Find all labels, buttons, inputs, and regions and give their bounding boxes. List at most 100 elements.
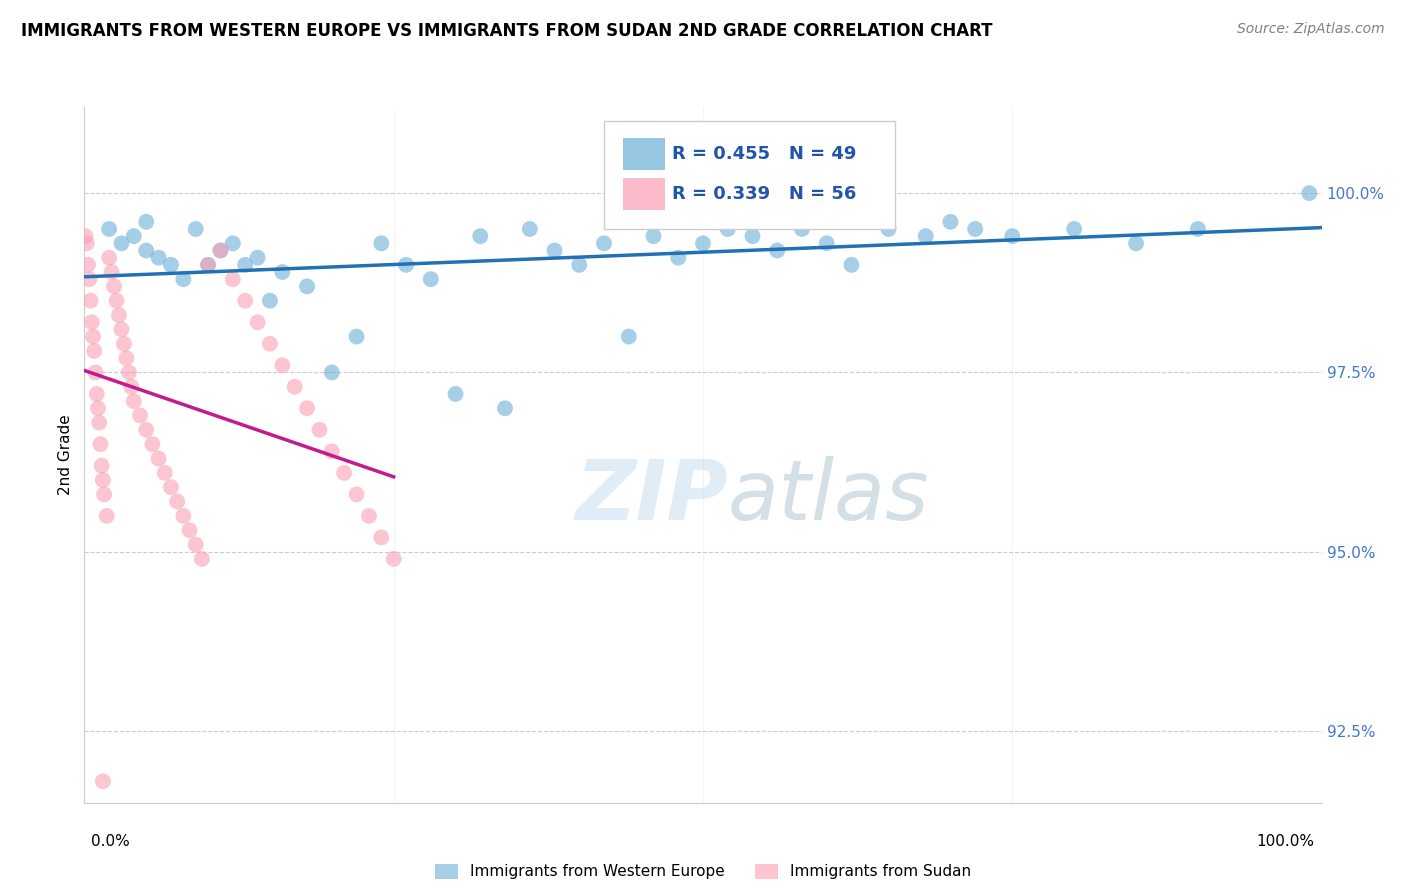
Point — [197, 258, 219, 272]
Point — [543, 244, 565, 258]
Text: atlas: atlas — [728, 456, 929, 537]
Point — [148, 251, 170, 265]
Legend: Immigrants from Western Europe, Immigrants from Sudan: Immigrants from Western Europe, Immigran… — [429, 857, 977, 886]
Point — [295, 401, 318, 416]
Point — [754, 215, 776, 229]
Point — [98, 251, 121, 265]
Point — [82, 329, 104, 343]
Point — [395, 258, 418, 272]
Point — [141, 437, 163, 451]
Point — [112, 336, 135, 351]
Point — [470, 229, 492, 244]
Point — [108, 308, 131, 322]
Point — [91, 774, 114, 789]
Point — [370, 236, 392, 251]
Point — [115, 351, 138, 365]
Point — [295, 279, 318, 293]
Point — [382, 552, 405, 566]
Point — [308, 423, 330, 437]
Point — [91, 473, 114, 487]
Point — [87, 401, 110, 416]
Point — [118, 366, 141, 380]
Point — [77, 258, 100, 272]
Point — [593, 236, 616, 251]
Point — [233, 258, 256, 272]
Text: ZIP: ZIP — [575, 456, 728, 537]
Point — [184, 538, 207, 552]
Point — [96, 508, 118, 523]
Text: IMMIGRANTS FROM WESTERN EUROPE VS IMMIGRANTS FROM SUDAN 2ND GRADE CORRELATION CH: IMMIGRANTS FROM WESTERN EUROPE VS IMMIGR… — [21, 22, 993, 40]
Point — [75, 229, 97, 244]
Point — [357, 508, 380, 523]
Point — [79, 293, 101, 308]
Point — [222, 236, 245, 251]
Point — [1187, 222, 1209, 236]
Point — [76, 236, 98, 251]
Point — [222, 272, 245, 286]
Point — [100, 265, 122, 279]
Point — [166, 494, 188, 508]
Point — [153, 466, 176, 480]
Point — [643, 229, 665, 244]
Point — [1001, 229, 1024, 244]
Point — [246, 251, 269, 265]
Point — [790, 222, 813, 236]
Point — [110, 236, 132, 251]
Point — [172, 508, 194, 523]
Point — [120, 380, 142, 394]
Point — [519, 222, 541, 236]
Point — [444, 387, 467, 401]
FancyBboxPatch shape — [623, 178, 665, 210]
Point — [89, 437, 111, 451]
Point — [209, 244, 232, 258]
Point — [209, 244, 232, 258]
Point — [321, 444, 343, 458]
Point — [617, 329, 640, 343]
Point — [965, 222, 987, 236]
Point — [717, 222, 740, 236]
Point — [148, 451, 170, 466]
Point — [914, 229, 936, 244]
Point — [419, 272, 441, 286]
Text: 0.0%: 0.0% — [91, 834, 131, 849]
Point — [877, 222, 900, 236]
Point — [80, 315, 103, 329]
Text: R = 0.339   N = 56: R = 0.339 N = 56 — [672, 185, 856, 203]
Point — [122, 394, 145, 409]
Point — [160, 480, 183, 494]
Point — [191, 552, 214, 566]
Point — [259, 293, 281, 308]
Text: R = 0.455   N = 49: R = 0.455 N = 49 — [672, 145, 856, 162]
Point — [370, 530, 392, 544]
Point — [89, 416, 111, 430]
Point — [179, 523, 201, 537]
Point — [271, 265, 294, 279]
Point — [284, 380, 307, 394]
Point — [741, 229, 763, 244]
Point — [86, 387, 108, 401]
Point — [494, 401, 516, 416]
Point — [1298, 186, 1320, 200]
Point — [1063, 222, 1085, 236]
Point — [233, 293, 256, 308]
Point — [815, 236, 838, 251]
Point — [333, 466, 356, 480]
Point — [259, 336, 281, 351]
Point — [110, 322, 132, 336]
Point — [135, 423, 157, 437]
Point — [122, 229, 145, 244]
Point — [79, 272, 101, 286]
Text: Source: ZipAtlas.com: Source: ZipAtlas.com — [1237, 22, 1385, 37]
Point — [197, 258, 219, 272]
Point — [271, 358, 294, 372]
Point — [160, 258, 183, 272]
Point — [135, 215, 157, 229]
FancyBboxPatch shape — [605, 121, 894, 229]
Point — [692, 236, 714, 251]
FancyBboxPatch shape — [623, 137, 665, 169]
Point — [83, 343, 105, 358]
Point — [103, 279, 125, 293]
Point — [841, 258, 863, 272]
Point — [346, 329, 368, 343]
Point — [939, 215, 962, 229]
